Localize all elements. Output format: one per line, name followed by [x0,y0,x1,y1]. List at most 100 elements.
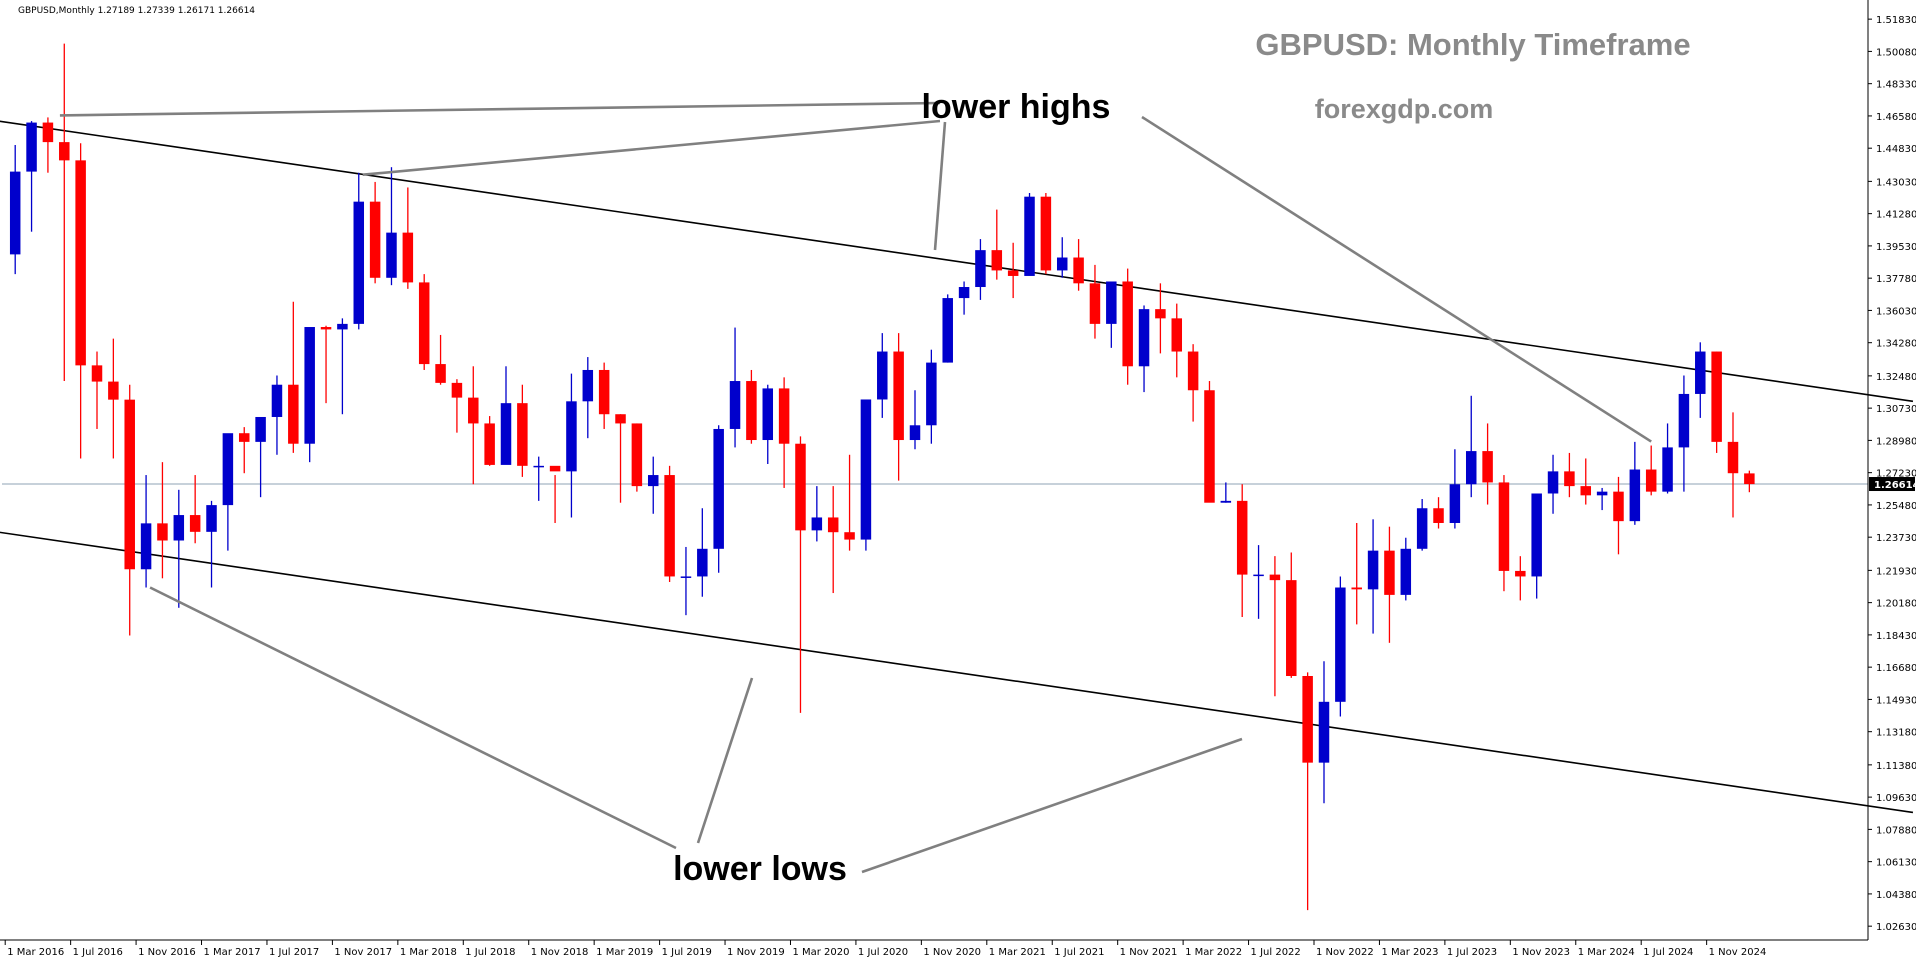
time-tick-label: 1 Jul 2024 [1643,947,1693,958]
bullish-candle [926,362,937,426]
bullish-candle [1220,500,1232,503]
time-tick-label: 1 Jul 2017 [269,947,319,958]
bearish-candle [1204,390,1215,503]
price-tick-label: 1.44830 [1876,144,1916,155]
price-tick-label: 1.36030 [1876,306,1916,317]
bearish-candle [451,382,463,398]
time-tick-label: 1 Nov 2017 [334,947,392,958]
bearish-candle [320,327,332,330]
price-tick-label: 1.30730 [1876,404,1916,415]
time-tick-label: 1 Mar 2018 [400,947,457,958]
time-tick-label: 1 Mar 2020 [792,947,849,958]
time-tick-label: 1 Nov 2022 [1316,947,1374,958]
price-tick-label: 1.16680 [1876,663,1916,674]
bullish-candle [958,287,970,299]
upper-trendline [0,120,1914,403]
bearish-candle [1269,574,1281,581]
bearish-candle [1286,580,1297,677]
bearish-candle [1744,473,1755,485]
bearish-candle [827,517,839,533]
bearish-candle [778,388,790,444]
time-tick-label: 1 Nov 2018 [531,947,589,958]
bullish-candle [811,517,823,531]
annotation-pointer-line [59,101,941,117]
price-tick-label: 1.32480 [1876,372,1916,383]
bullish-candle [1531,493,1542,577]
annotation-pointer-line [1141,115,1652,443]
bullish-candle [877,351,888,400]
price-tick-label: 1.27230 [1876,469,1916,480]
bullish-candle [860,399,872,540]
time-tick-label: 1 Nov 2023 [1512,947,1570,958]
time-tick-label: 1 Mar 2016 [7,947,64,958]
price-tick-label: 1.50080 [1876,47,1916,58]
bearish-candle [75,160,86,366]
time-tick-label: 1 Nov 2020 [923,947,981,958]
bearish-candle [1236,500,1248,575]
bullish-candle [1695,351,1706,394]
bullish-candle [222,433,234,506]
annotation-pointer-line [933,121,947,251]
bearish-candle [1155,309,1166,319]
price-tick-label: 1.23730 [1876,533,1916,544]
bullish-candle [140,523,152,570]
bullish-candle [206,505,217,532]
bearish-candle [1580,486,1592,496]
price-tick-label: 1.06130 [1876,858,1916,869]
bullish-candle [1335,587,1346,702]
time-tick-label: 1 Jul 2020 [858,947,908,958]
symbol-info-line: GBPUSD,Monthly 1.27189 1.27339 1.26171 1… [18,6,255,16]
bearish-candle [238,433,250,442]
annotation-arrows-layer [59,101,1652,874]
bullish-candle [647,475,659,487]
bullish-candle [1138,309,1150,367]
time-tick-label: 1 Nov 2021 [1120,947,1178,958]
bearish-candle [1727,441,1739,474]
annotation-pointer-line [861,737,1243,874]
bearish-candle [468,397,479,424]
time-tick-label: 1 Jul 2021 [1054,947,1104,958]
bearish-candle [549,465,561,472]
bearish-candle [1564,471,1575,487]
bullish-candle [1465,451,1477,485]
price-tick-label: 1.20180 [1876,599,1916,610]
bearish-candle [157,523,168,541]
bearish-candle [288,384,299,444]
bullish-candle [271,384,283,417]
bearish-candle [1007,270,1019,276]
bearish-candle [418,282,430,365]
bearish-candle [631,423,643,487]
bearish-candle [189,515,201,532]
current-price-tag [1869,477,1915,492]
bullish-candle [1056,257,1068,271]
bearish-candle [42,122,54,143]
price-tick-label: 1.28980 [1876,436,1916,447]
bullish-candle [1596,491,1608,496]
bearish-candle [1122,281,1133,367]
time-tick-label: 1 Mar 2019 [596,947,653,958]
time-tick-label: 1 Nov 2024 [1709,947,1767,958]
bullish-candle [1106,281,1117,324]
bearish-candle [1302,676,1313,763]
bullish-candle [1400,548,1412,595]
price-tick-label: 1.04380 [1876,890,1916,901]
price-tick-label: 1.25480 [1876,501,1916,512]
bearish-candle [1089,283,1101,324]
price-tick-label: 1.02630 [1876,922,1916,933]
bullish-candle [582,369,594,402]
chart-subtitle: forexgdp.com [1315,94,1494,124]
bullish-candle [680,576,692,578]
bullish-candle [255,416,266,442]
time-tick-label: 1 Mar 2023 [1381,947,1438,958]
bearish-candle [402,232,414,283]
time-tick-label: 1 Nov 2019 [727,947,785,958]
bearish-candle [484,423,495,465]
price-tick-label: 1.14930 [1876,695,1916,706]
price-tick-label: 1.48330 [1876,80,1916,91]
bullish-candle [1024,196,1035,276]
bearish-candle [1384,550,1395,595]
bullish-candle [1367,550,1379,590]
bearish-candle [91,365,103,382]
